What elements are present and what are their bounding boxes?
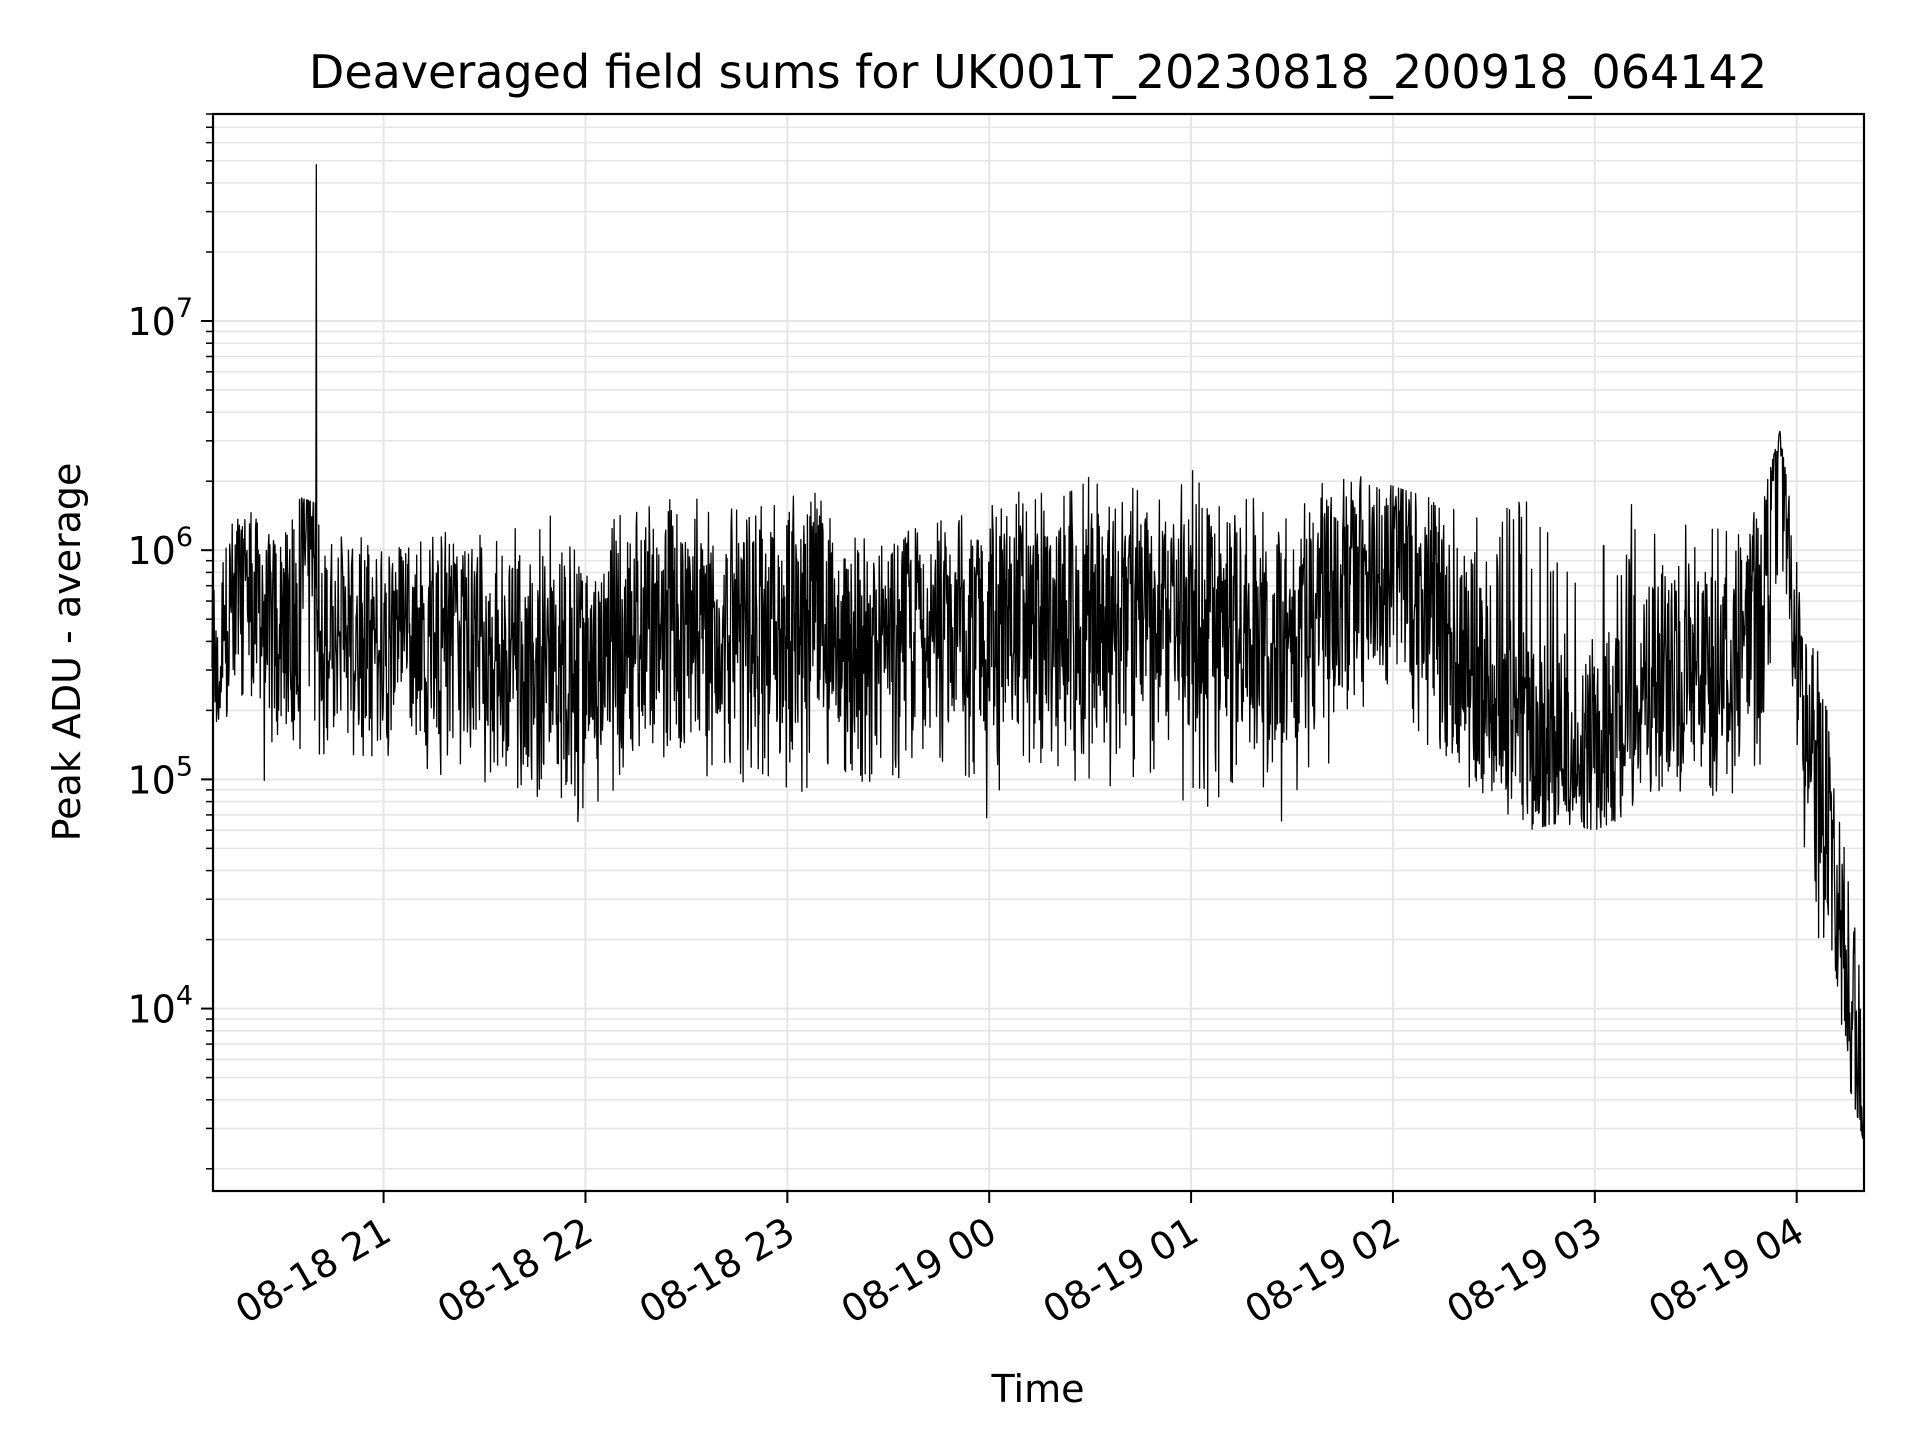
series-layer <box>211 164 1865 1140</box>
plot-frame <box>211 112 1866 1193</box>
x-axis-label: Time <box>991 1367 1085 1411</box>
y-tick-layer: 104 105 106 107 <box>127 113 213 1170</box>
x-tick-label: 08-19 03 <box>1439 1209 1609 1333</box>
x-tick-label: 08-19 02 <box>1237 1209 1407 1333</box>
chart-title: Deaveraged field sums for UK001T_2023081… <box>309 45 1767 99</box>
y-tick-label: 106 <box>127 522 193 573</box>
x-tick-label: 08-18 23 <box>632 1209 802 1333</box>
x-tick-label: 08-19 01 <box>1036 1209 1206 1333</box>
x-tick-label: 08-19 00 <box>834 1209 1004 1333</box>
y-tick-label: 104 <box>127 981 193 1032</box>
series-line <box>211 164 1865 1140</box>
x-tick-label: 08-18 21 <box>228 1209 398 1333</box>
x-tick-layer: 08-18 21 08-18 22 08-18 23 08-19 00 08-19 01… <box>228 1191 1811 1332</box>
x-tick-label: 08-19 04 <box>1641 1209 1811 1333</box>
y-tick-label: 105 <box>127 751 193 802</box>
y-axis-label: Peak ADU - average <box>45 463 89 842</box>
y-tick-label: 107 <box>127 293 193 344</box>
x-tick-label: 08-18 22 <box>430 1209 600 1333</box>
